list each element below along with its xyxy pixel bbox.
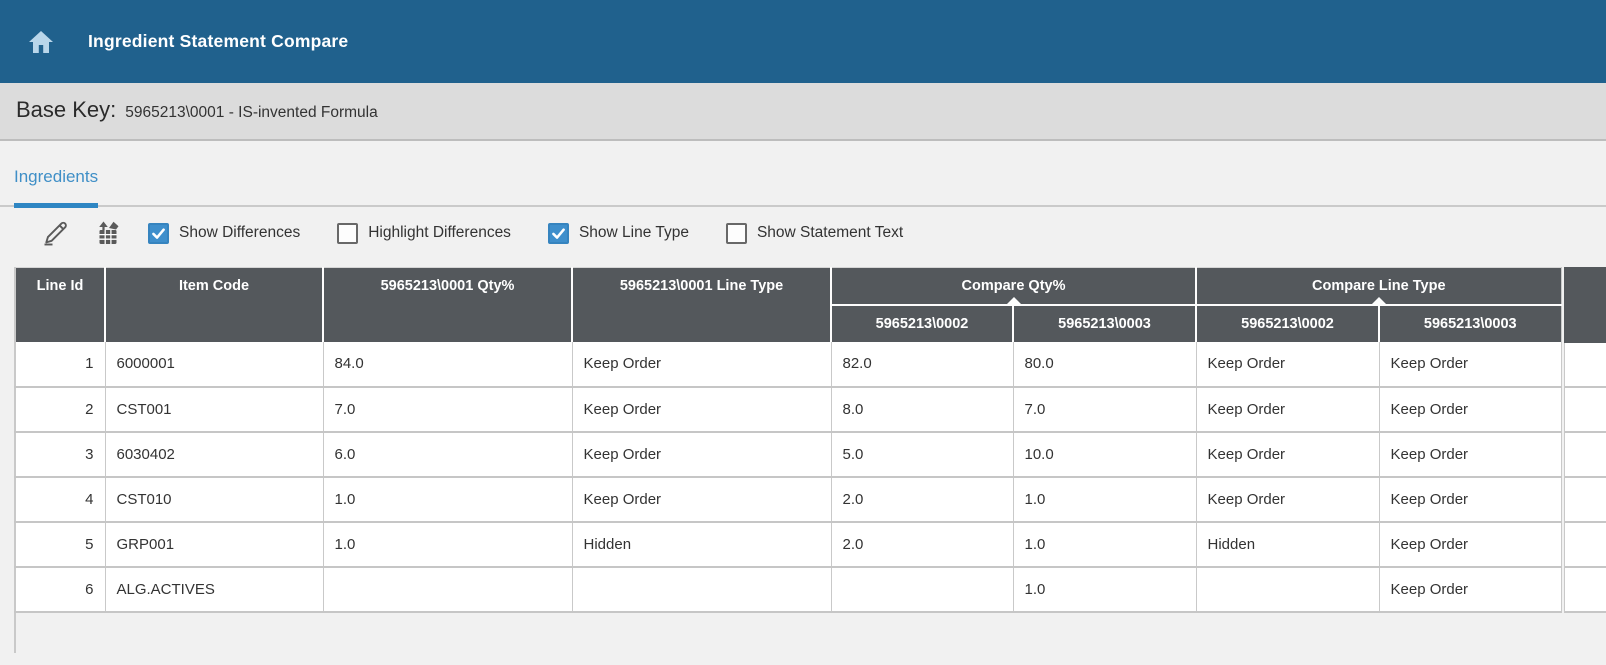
- checkbox-box[interactable]: [725, 222, 747, 244]
- cell-cmp-qty-0002: 2.0: [831, 521, 1014, 568]
- tab-strip: Ingredients: [0, 141, 1606, 208]
- sub-header-lt-0002: 5965213\0002: [1196, 304, 1381, 342]
- app-bar: Ingredient Statement Compare: [0, 0, 1606, 83]
- cutoff-column-cell: [1564, 388, 1606, 433]
- cell-cmp-qty-0002: 8.0: [831, 386, 1014, 433]
- cell-cmp-lt-0002: Keep Order: [1196, 431, 1380, 478]
- cell-cmp-lt-0003: Keep Order: [1379, 386, 1562, 433]
- sub-header-qty-0003: 5965213\0003: [1013, 304, 1198, 342]
- base-key-bar: Base Key: 5965213\0001 - IS-invented For…: [0, 83, 1606, 141]
- group-header-compare-line-type: Compare Line Type: [1196, 267, 1562, 306]
- cell-cmp-lt-0002: Hidden: [1196, 521, 1380, 568]
- table-row[interactable]: 3 6030402 6.0 Keep Order 5.0 10.0 Keep O…: [15, 431, 1562, 478]
- export-table-icon[interactable]: [96, 219, 122, 247]
- checkbox-label: Show Line Type: [578, 224, 689, 241]
- cell-cmp-lt-0003: Keep Order: [1379, 521, 1562, 568]
- cutoff-column-cell: [1564, 478, 1606, 523]
- base-key-label: Base Key:: [16, 97, 117, 122]
- cell-item-code: GRP001: [105, 521, 324, 568]
- cell-base-line-type: [572, 566, 832, 613]
- cell-cmp-lt-0003: Keep Order: [1379, 341, 1562, 388]
- cell-item-code: CST001: [105, 386, 324, 433]
- cell-base-qty: [323, 566, 573, 613]
- checkbox-show-line-type[interactable]: Show Line Type: [547, 222, 689, 244]
- checkbox-box[interactable]: [148, 222, 169, 244]
- cell-item-code: 6030402: [105, 431, 324, 478]
- cell-cmp-qty-0003: 7.0: [1013, 386, 1197, 433]
- cutoff-column-cell: [1564, 568, 1606, 613]
- cell-cmp-qty-0003: 10.0: [1013, 431, 1197, 478]
- cell-base-qty: 7.0: [323, 386, 573, 433]
- cell-item-code: ALG.ACTIVES: [105, 566, 324, 613]
- cutoff-column-cell: [1564, 523, 1606, 568]
- col-header-item-code: Item Code: [105, 267, 324, 342]
- cell-cmp-lt-0003: Keep Order: [1379, 566, 1562, 613]
- table-row[interactable]: 2 CST001 7.0 Keep Order 8.0 7.0 Keep Ord…: [15, 386, 1562, 433]
- cell-base-line-type: Keep Order: [572, 341, 832, 388]
- page-title: Ingredient Statement Compare: [88, 31, 349, 51]
- cutoff-column: [1564, 267, 1606, 613]
- cell-base-qty: 6.0: [323, 431, 573, 478]
- cell-cmp-lt-0002: Keep Order: [1196, 386, 1380, 433]
- cell-base-line-type: Hidden: [572, 521, 832, 568]
- cell-cmp-qty-0002: 2.0: [831, 476, 1014, 523]
- cutoff-column-cell: [1564, 433, 1606, 478]
- cell-line-id: 6: [15, 566, 106, 613]
- cell-base-line-type: Keep Order: [572, 476, 832, 523]
- table-row[interactable]: 6 ALG.ACTIVES 1.0 Keep Order: [15, 566, 1562, 613]
- checkbox-show-statement-text[interactable]: Show Statement Text: [725, 222, 904, 244]
- toolbar: Show Differences Highlight Differences S…: [0, 207, 1606, 259]
- cell-cmp-lt-0002: [1196, 566, 1380, 613]
- edit-pencil-icon[interactable]: [40, 219, 70, 247]
- ingredients-grid: Line Id Item Code 5965213\0001 Qty% 5965…: [0, 267, 1606, 653]
- grid-left-border-continuation: [14, 612, 16, 653]
- table-row[interactable]: 4 CST010 1.0 Keep Order 2.0 1.0 Keep Ord…: [15, 476, 1562, 523]
- cutoff-column-cell: [1564, 343, 1606, 388]
- cell-cmp-qty-0003: 1.0: [1013, 476, 1197, 523]
- cell-line-id: 3: [15, 431, 106, 478]
- sub-header-lt-0003: 5965213\0003: [1379, 304, 1562, 342]
- cell-base-line-type: Keep Order: [572, 386, 832, 433]
- cutoff-column-header: [1564, 267, 1606, 343]
- col-header-line-id: Line Id: [15, 267, 106, 342]
- cell-item-code: 6000001: [105, 341, 324, 388]
- cell-item-code: CST010: [105, 476, 324, 523]
- checkbox-box[interactable]: [547, 222, 569, 244]
- checkbox-box[interactable]: [337, 222, 359, 244]
- checkbox-show-differences[interactable]: Show Differences: [148, 222, 301, 244]
- sub-header-qty-0002: 5965213\0002: [831, 304, 1014, 342]
- cell-cmp-qty-0003: 1.0: [1013, 566, 1197, 613]
- cell-line-id: 2: [15, 386, 106, 433]
- cell-line-id: 1: [15, 341, 106, 388]
- home-icon[interactable]: [28, 30, 54, 54]
- cell-cmp-lt-0002: Keep Order: [1196, 476, 1380, 523]
- cell-cmp-qty-0002: 82.0: [831, 341, 1014, 388]
- cell-cmp-lt-0003: Keep Order: [1379, 476, 1562, 523]
- cell-base-qty: 1.0: [323, 476, 573, 523]
- table-row[interactable]: 1 6000001 84.0 Keep Order 82.0 80.0 Keep…: [15, 341, 1562, 388]
- cell-line-id: 5: [15, 521, 106, 568]
- checkbox-highlight-differences[interactable]: Highlight Differences: [337, 222, 511, 244]
- tab-ingredients[interactable]: Ingredients: [14, 167, 99, 208]
- col-header-base-line-type: 5965213\0001 Line Type: [572, 267, 832, 342]
- cell-base-qty: 1.0: [323, 521, 573, 568]
- cell-cmp-qty-0002: [831, 566, 1014, 613]
- cell-cmp-lt-0003: Keep Order: [1379, 431, 1562, 478]
- cell-cmp-qty-0003: 1.0: [1013, 521, 1197, 568]
- col-header-base-qty: 5965213\0001 Qty%: [323, 267, 573, 342]
- base-key-value: 5965213\0001 - IS-invented Formula: [125, 104, 378, 121]
- table-row[interactable]: 5 GRP001 1.0 Hidden 2.0 1.0 Hidden Keep …: [15, 521, 1562, 568]
- cell-cmp-lt-0002: Keep Order: [1196, 341, 1380, 388]
- cell-cmp-qty-0003: 80.0: [1013, 341, 1197, 388]
- checkbox-label: Show Differences: [179, 224, 301, 241]
- checkbox-label: Show Statement Text: [756, 224, 904, 241]
- cell-cmp-qty-0002: 5.0: [831, 431, 1014, 478]
- group-header-compare-qty: Compare Qty%: [831, 267, 1198, 306]
- checkbox-label: Highlight Differences: [368, 224, 511, 241]
- cell-base-line-type: Keep Order: [572, 431, 832, 478]
- cell-line-id: 4: [15, 476, 106, 523]
- cell-base-qty: 84.0: [323, 341, 573, 388]
